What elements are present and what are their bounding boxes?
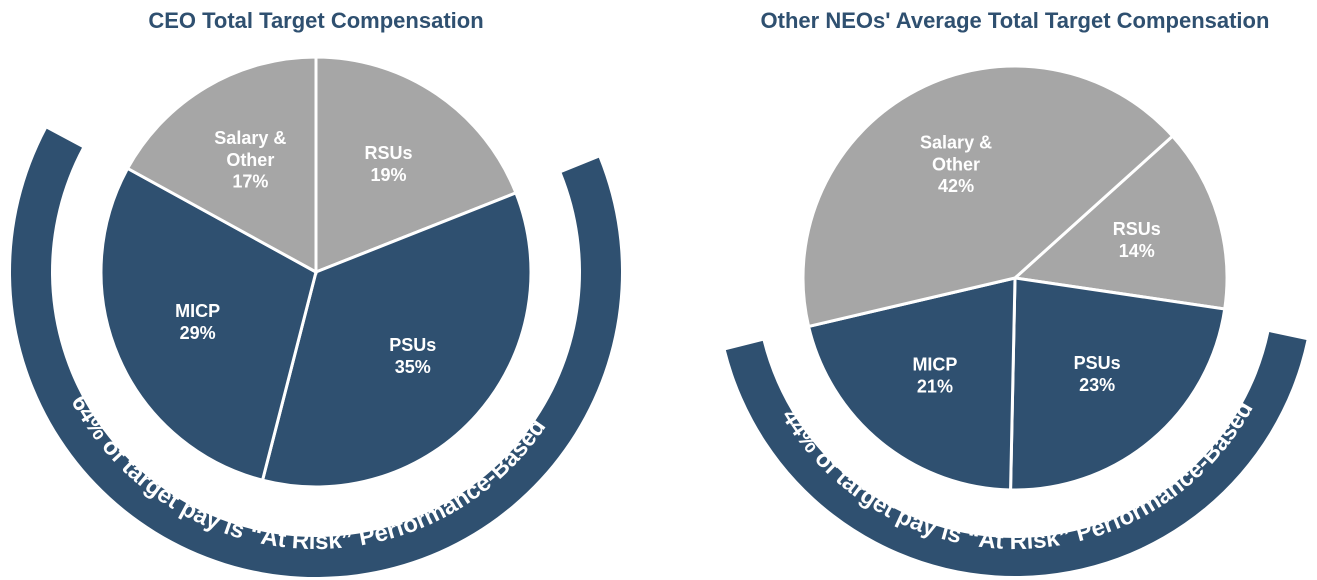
pie-slice xyxy=(1009,276,1227,492)
pie-slice xyxy=(125,55,318,275)
label-line: Salary & xyxy=(214,128,286,148)
slice-label: RSUs xyxy=(365,143,413,163)
pie-slice xyxy=(801,64,1175,329)
slice-label: Salary & Other xyxy=(920,132,992,174)
slice-label: PSUs xyxy=(1074,353,1121,373)
pie-slice xyxy=(99,166,318,483)
slice-label: MICP xyxy=(912,355,957,375)
slice-label: Salary & Other xyxy=(214,128,286,170)
pie-slice xyxy=(314,55,518,275)
slice-value: 19% xyxy=(370,165,406,185)
slice-value: 35% xyxy=(395,357,431,377)
slice-label: RSUs xyxy=(1113,219,1161,239)
chart-title: CEO Total Target Compensation xyxy=(148,8,483,33)
slice-value: 21% xyxy=(917,377,953,397)
pie-slice xyxy=(260,190,533,489)
slice-value: 23% xyxy=(1079,375,1115,395)
risk-band xyxy=(725,332,1307,577)
label-line: Other xyxy=(932,154,980,174)
chart-title: Other NEOs' Average Total Target Compens… xyxy=(761,8,1270,33)
slice-label: MICP xyxy=(175,301,220,321)
label-line: Other xyxy=(226,150,274,170)
slice-value: 42% xyxy=(938,176,974,196)
slice-value: 14% xyxy=(1119,241,1155,261)
pie-slice xyxy=(806,276,1017,492)
slice-value: 29% xyxy=(180,323,216,343)
slice-value: 17% xyxy=(232,172,268,192)
slice-label: PSUs xyxy=(389,335,436,355)
pie-slice xyxy=(1011,134,1229,311)
label-line: Salary & xyxy=(920,132,992,152)
